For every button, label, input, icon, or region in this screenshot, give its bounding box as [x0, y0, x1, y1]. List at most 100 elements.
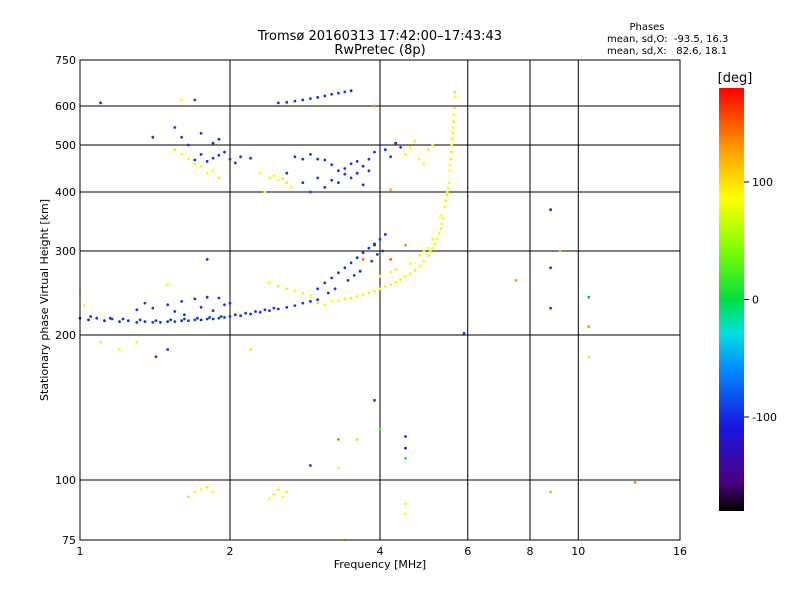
- data-point: [367, 169, 371, 173]
- chart-title: Tromsø 20160313 17:42:00–17:43:43: [257, 29, 502, 44]
- data-point: [437, 231, 441, 235]
- data-point: [431, 143, 434, 147]
- data-point: [389, 258, 392, 261]
- colorbar-tick-label: -100: [752, 411, 777, 424]
- data-point: [173, 148, 177, 152]
- y-tick-label: 600: [55, 100, 76, 113]
- data-point: [323, 185, 327, 189]
- data-point: [373, 150, 376, 154]
- data-point: [95, 316, 99, 320]
- data-point: [205, 171, 209, 175]
- data-point: [447, 181, 451, 185]
- x-tick-label: 1: [77, 545, 84, 558]
- data-point: [435, 237, 439, 241]
- data-point: [378, 427, 382, 431]
- data-point: [301, 181, 305, 185]
- data-point: [173, 126, 177, 129]
- data-point: [228, 315, 232, 318]
- data-point: [89, 315, 92, 318]
- data-point: [444, 199, 448, 203]
- data-point: [355, 295, 359, 298]
- data-point: [166, 283, 170, 286]
- data-point: [404, 502, 407, 506]
- data-point: [276, 488, 280, 491]
- data-point: [378, 143, 382, 147]
- data-point: [426, 246, 430, 250]
- data-point: [309, 300, 312, 303]
- data-point: [211, 317, 215, 321]
- data-point: [285, 171, 289, 175]
- phase-stats-x: mean, sd,X: 82.6, 18.1: [607, 46, 727, 57]
- data-point: [549, 266, 552, 270]
- colorbar-label: [deg]: [718, 71, 753, 86]
- data-point: [205, 295, 209, 299]
- data-point: [355, 171, 359, 175]
- data-point: [309, 190, 312, 194]
- data-point: [361, 183, 365, 187]
- data-point: [349, 162, 353, 166]
- data-point: [343, 90, 347, 94]
- data-point: [343, 172, 347, 176]
- data-point: [196, 316, 199, 320]
- data-point: [330, 92, 334, 96]
- y-tick-label: 100: [55, 474, 76, 487]
- data-point: [439, 227, 443, 231]
- data-point: [173, 310, 177, 313]
- data-point: [370, 259, 374, 263]
- data-point: [349, 261, 353, 265]
- phase-stats-heading: Phases: [629, 22, 664, 33]
- data-point: [193, 318, 197, 322]
- data-point: [103, 319, 106, 323]
- data-point: [211, 156, 215, 160]
- data-point: [99, 101, 102, 105]
- data-point: [180, 153, 184, 156]
- phase-stats-o: mean, sd,O: -93.5, 16.3: [607, 34, 728, 45]
- chart-subtitle: RwPretec (8p): [334, 43, 425, 58]
- data-point: [183, 317, 186, 321]
- data-point: [408, 262, 412, 265]
- data-point: [180, 135, 184, 139]
- data-point: [394, 141, 398, 145]
- y-tick-label: 400: [55, 186, 76, 199]
- data-point: [337, 181, 340, 185]
- data-point: [143, 301, 147, 305]
- data-point: [217, 176, 221, 180]
- data-point: [108, 316, 112, 320]
- data-point: [217, 137, 221, 141]
- data-point: [211, 309, 215, 312]
- data-point: [180, 98, 184, 102]
- data-point: [217, 153, 221, 157]
- y-tick-label: 300: [55, 245, 76, 258]
- y-tick-label: 75: [62, 534, 76, 547]
- y-tick-label: 750: [55, 54, 76, 67]
- data-point: [193, 98, 197, 102]
- data-point: [326, 291, 330, 295]
- data-point: [381, 249, 385, 253]
- data-point: [301, 301, 305, 305]
- data-point: [159, 321, 162, 324]
- data-point: [355, 438, 359, 441]
- data-point: [187, 495, 190, 499]
- data-point: [244, 311, 248, 315]
- data-point: [450, 143, 454, 147]
- data-point: [309, 294, 312, 297]
- data-point: [389, 188, 392, 192]
- data-point: [433, 242, 437, 246]
- data-point: [429, 250, 432, 254]
- data-point: [440, 222, 444, 226]
- data-point: [404, 456, 407, 460]
- data-point: [228, 301, 232, 305]
- data-point: [452, 120, 455, 123]
- data-point: [316, 157, 320, 161]
- data-point: [223, 316, 226, 319]
- x-tick-label: 6: [464, 545, 471, 558]
- data-point: [549, 306, 552, 310]
- data-point: [268, 309, 271, 312]
- data-point: [389, 270, 392, 274]
- data-point: [383, 284, 387, 288]
- data-point: [151, 135, 155, 139]
- data-point: [346, 279, 350, 282]
- colorbar: [deg] 100 0 -100: [718, 71, 777, 511]
- data-point: [451, 131, 455, 135]
- data-point: [199, 318, 203, 322]
